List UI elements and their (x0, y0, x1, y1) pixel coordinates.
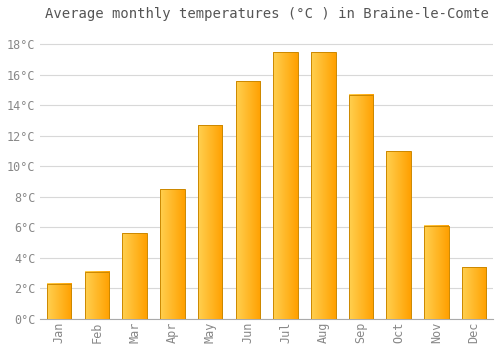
Bar (160, 189, 184, 319)
Bar (348, 94, 374, 319)
Bar (274, 52, 298, 319)
Bar (198, 125, 222, 319)
Bar (462, 267, 486, 319)
Bar (122, 233, 147, 319)
Bar (47, 284, 72, 319)
Bar (424, 226, 448, 319)
Bar (386, 151, 411, 319)
Bar (311, 52, 336, 319)
Bar (236, 81, 260, 319)
Bar (84, 272, 109, 319)
Title: Average monthly temperatures (°C ) in Braine-le-Comte: Average monthly temperatures (°C ) in Br… (44, 7, 488, 21)
